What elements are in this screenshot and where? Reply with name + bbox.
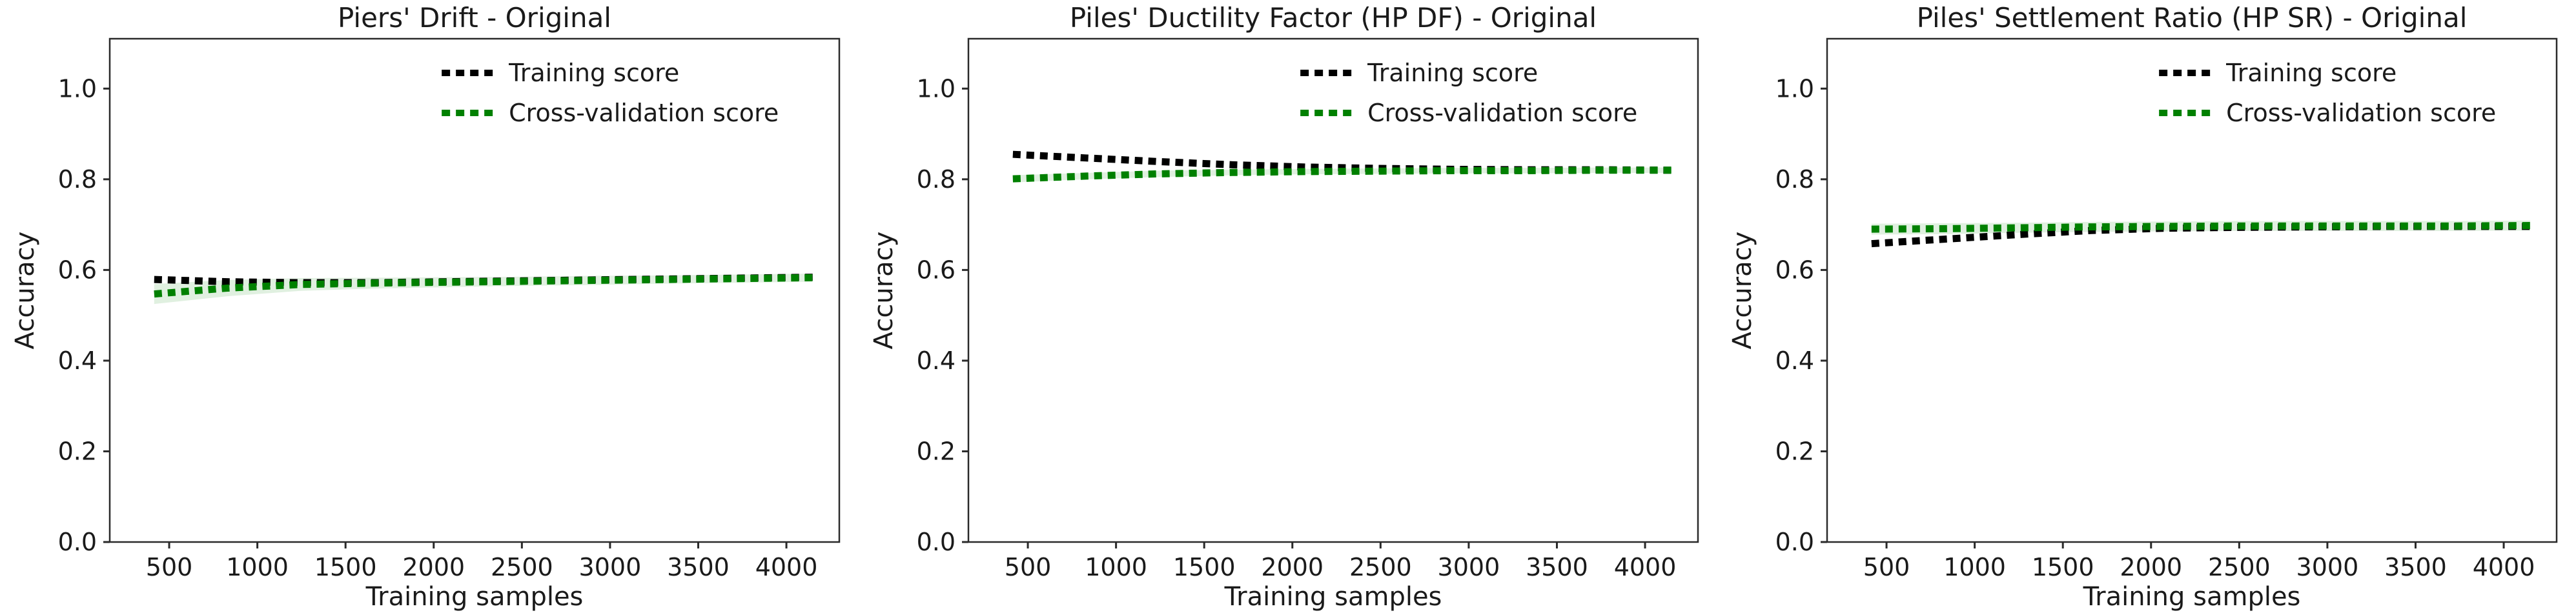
x-tick-label: 4000 — [2473, 553, 2535, 581]
x-axis-label: Training samples — [1224, 582, 1442, 612]
x-tick-label: 500 — [1863, 553, 1910, 581]
x-axis-label: Training samples — [365, 582, 584, 612]
y-tick-label: 0.8 — [917, 165, 956, 194]
chart-title: Piers' Drift - Original — [338, 2, 611, 34]
chart-piers-drift: 500 1000 1500 2000 2500 3000 3500 4000 0.0 0.2 0.4… — [10, 2, 841, 612]
legend-label-training: Training score — [2225, 59, 2397, 87]
y-tick-label: 0.4 — [58, 347, 97, 375]
axes-frame — [1826, 37, 2558, 543]
y-axis-label: Accuracy — [869, 232, 899, 350]
y-tick-label: 1.0 — [1775, 74, 1814, 103]
x-axis-label: Training samples — [2083, 582, 2301, 612]
y-tick-label: 0.4 — [1775, 347, 1814, 375]
x-tick-label: 3500 — [1526, 553, 1588, 581]
x-tick-label: 2500 — [491, 553, 553, 581]
y-tick-label: 0.6 — [58, 256, 97, 284]
panel-piles-ductility-factor: 500 1000 1500 2000 2500 3000 3500 4000 0.0 0.2 0.4… — [859, 0, 1717, 613]
x-tick-label: 1500 — [314, 553, 377, 581]
cv-score-line — [154, 274, 813, 298]
x-tick-label: 1500 — [1173, 553, 1236, 581]
y-axis-label: Accuracy — [10, 232, 40, 350]
x-tick-label: 2000 — [402, 553, 465, 581]
y-tick-label: 0.0 — [1775, 528, 1814, 556]
legend-label-cv: Cross-validation score — [509, 99, 779, 127]
x-tick-label: 1500 — [2032, 553, 2094, 581]
y-tick-label: 1.0 — [58, 74, 97, 103]
cv-score-line — [1871, 222, 2531, 233]
x-tick-label: 2500 — [1349, 553, 1412, 581]
axes-frame — [108, 37, 841, 543]
legend-label-training: Training score — [508, 59, 679, 87]
y-tick-label: 0.4 — [917, 347, 956, 375]
x-tick-label: 2000 — [2120, 553, 2182, 581]
panel-piles-settlement-ratio: 500 1000 1500 2000 2500 3000 3500 4000 0.0 0.2 0.4… — [1717, 0, 2576, 613]
x-tick-label: 500 — [146, 553, 193, 581]
x-tick-label: 3000 — [579, 553, 642, 581]
x-tick-label: 2000 — [1261, 553, 1324, 581]
chart-piles-settlement-ratio: 500 1000 1500 2000 2500 3000 3500 4000 0.0 0.2 0.4… — [1728, 2, 2558, 612]
x-tick-label: 4000 — [755, 553, 818, 581]
y-tick-label: 0.8 — [58, 165, 97, 194]
chart-piles-ductility-factor: 500 1000 1500 2000 2500 3000 3500 4000 0.0 0.2 0.4… — [869, 2, 1699, 612]
legend-label-cv: Cross-validation score — [1367, 99, 1637, 127]
x-tick-label: 1000 — [226, 553, 289, 581]
y-tick-label: 0.0 — [58, 528, 97, 556]
y-tick-label: 0.2 — [917, 437, 956, 465]
panel-piers-drift: 500 1000 1500 2000 2500 3000 3500 4000 0.0 0.2 0.4… — [0, 0, 859, 613]
x-tick-label: 500 — [1005, 553, 1052, 581]
chart-title: Piles' Settlement Ratio (HP SR) - Origin… — [1917, 2, 2468, 34]
x-tick-label: 3000 — [1438, 553, 1500, 581]
y-tick-label: 0.6 — [1775, 256, 1814, 284]
legend-label-training: Training score — [1367, 59, 1538, 87]
x-tick-label: 1000 — [1943, 553, 2006, 581]
x-tick-label: 3000 — [2296, 553, 2359, 581]
y-axis-label: Accuracy — [1728, 232, 1757, 350]
legend-label-cv: Cross-validation score — [2226, 99, 2496, 127]
x-tick-label: 3500 — [2384, 553, 2447, 581]
x-tick-label: 1000 — [1085, 553, 1147, 581]
y-tick-label: 0.2 — [58, 437, 97, 465]
x-tick-label: 2500 — [2208, 553, 2271, 581]
axes-frame — [967, 37, 1699, 543]
x-tick-label: 3500 — [667, 553, 730, 581]
y-tick-label: 0.2 — [1775, 437, 1814, 465]
chart-title: Piles' Ductility Factor (HP DF) - Origin… — [1070, 2, 1597, 34]
cv-score-line — [1012, 166, 1672, 183]
x-tick-label: 4000 — [1614, 553, 1677, 581]
y-tick-label: 1.0 — [917, 74, 956, 103]
y-tick-label: 0.6 — [917, 256, 956, 284]
y-tick-label: 0.8 — [1775, 165, 1814, 194]
y-tick-label: 0.0 — [917, 528, 956, 556]
